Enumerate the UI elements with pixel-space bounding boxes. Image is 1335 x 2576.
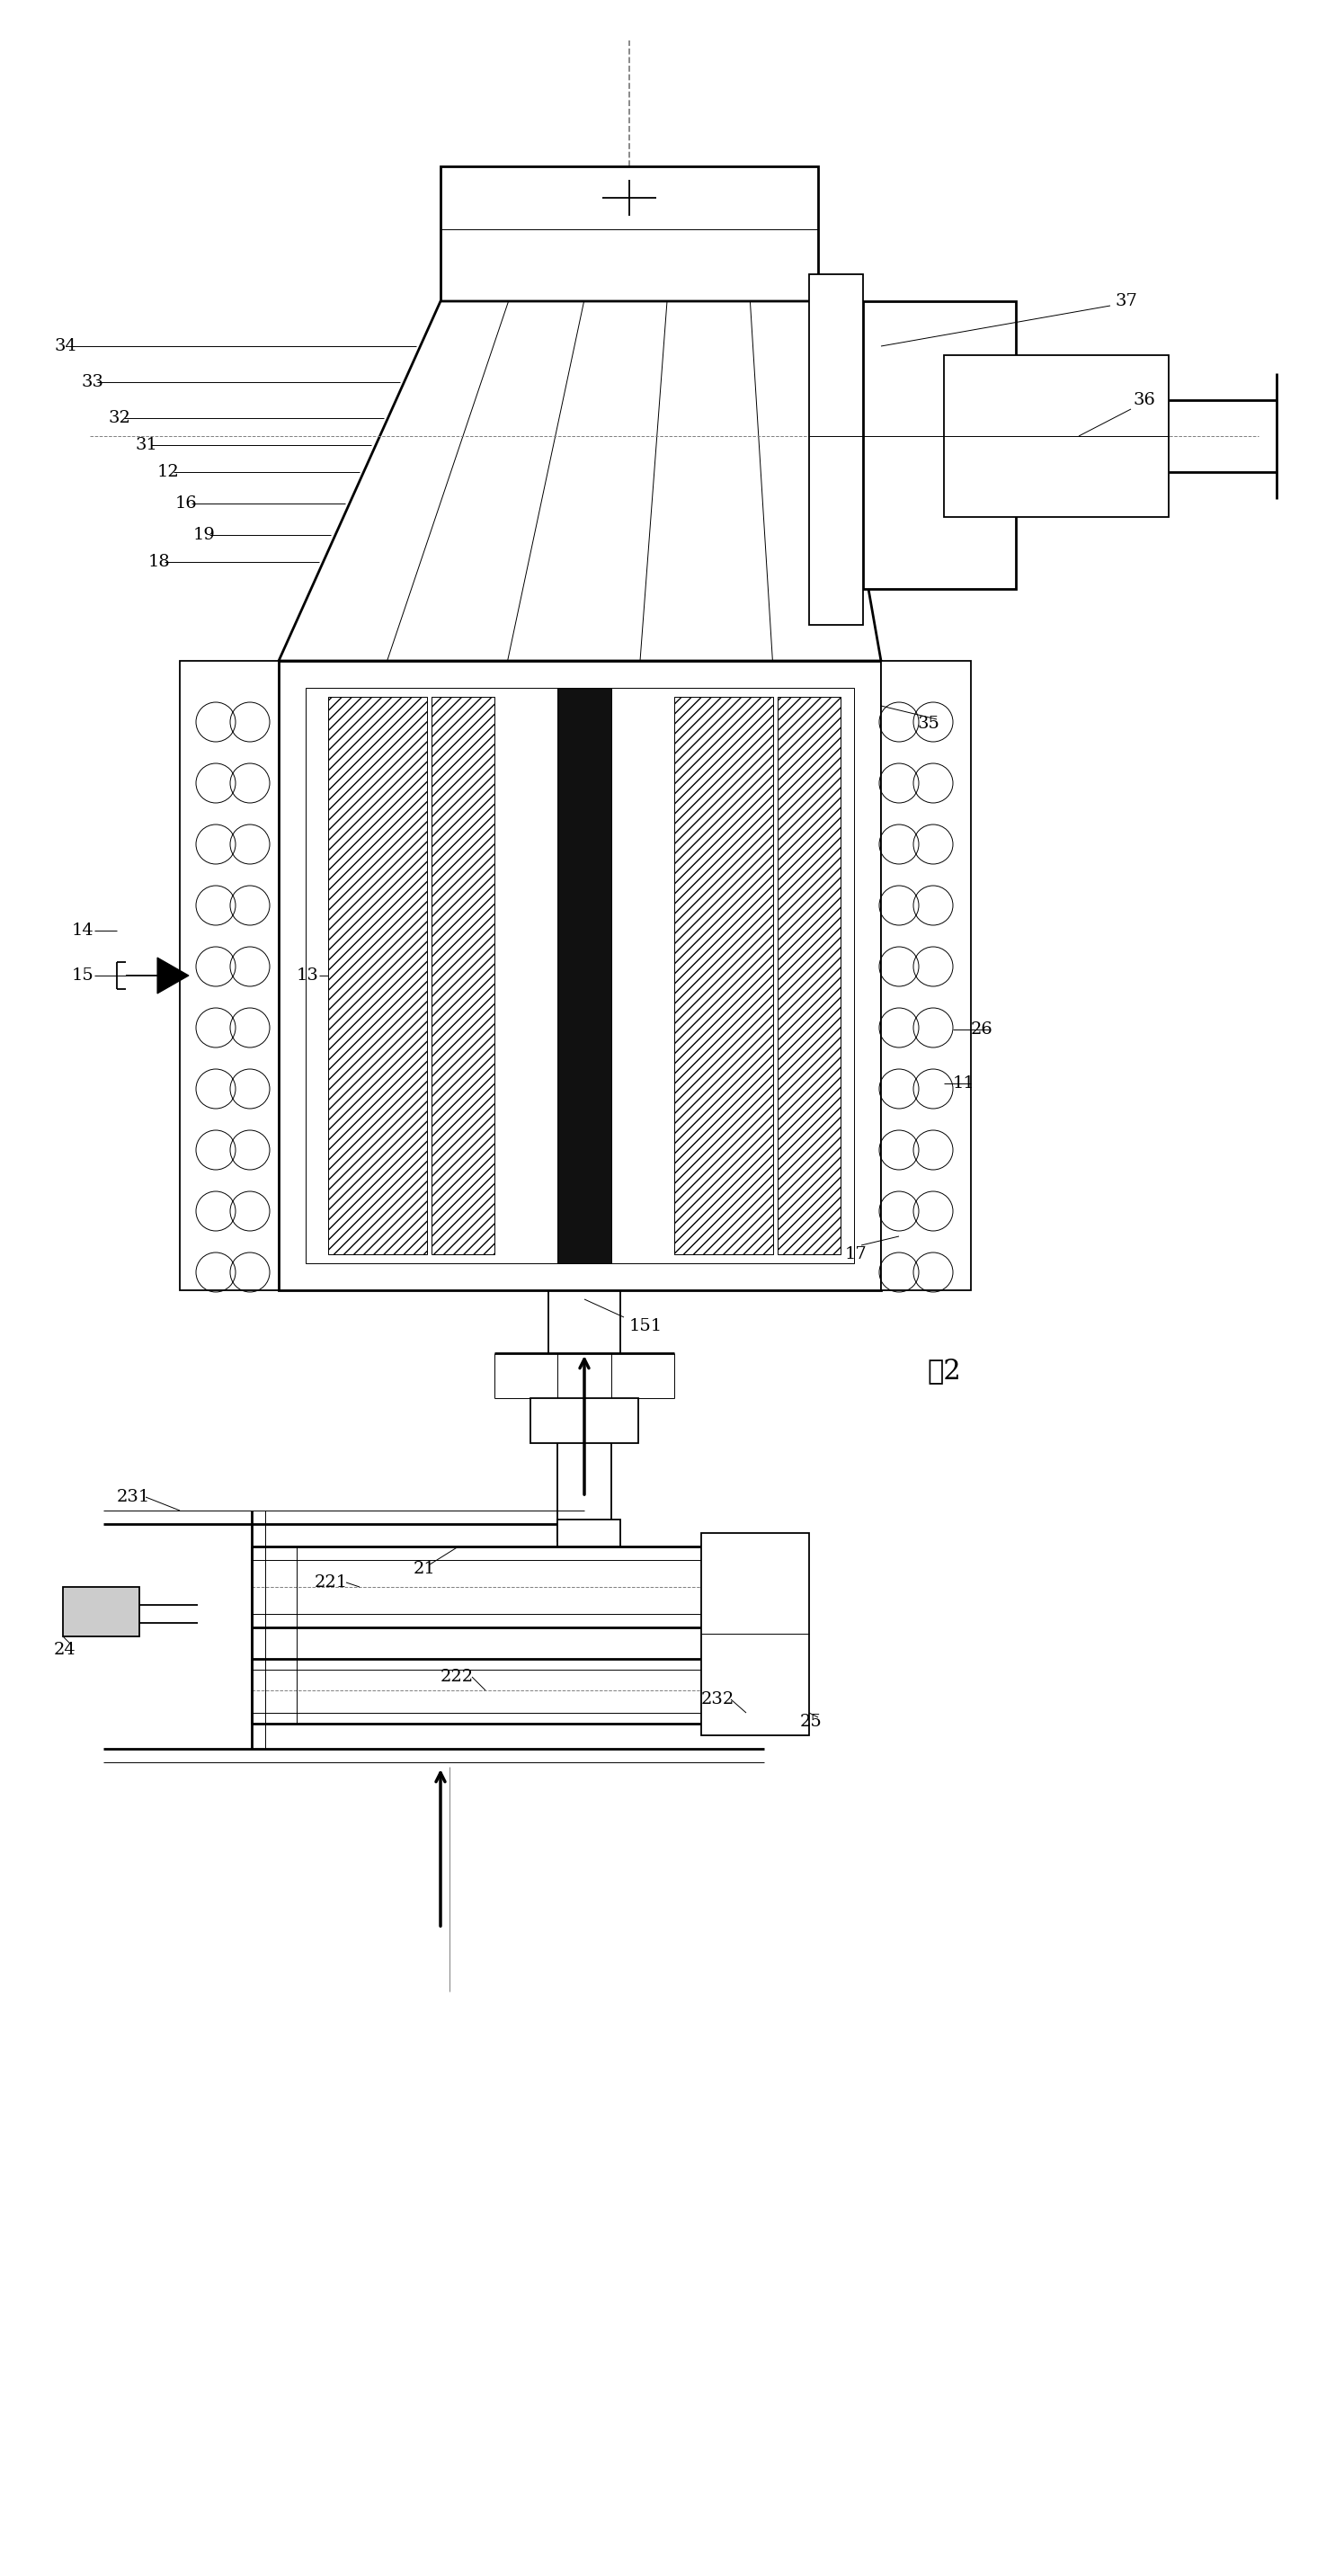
Bar <box>674 698 773 1255</box>
Polygon shape <box>158 958 188 994</box>
Text: 13: 13 <box>296 969 319 984</box>
Bar <box>558 1520 621 1546</box>
Text: 25: 25 <box>800 1713 822 1731</box>
Text: 231: 231 <box>117 1489 151 1504</box>
Text: 222: 222 <box>441 1669 474 1685</box>
Bar <box>306 688 854 1262</box>
Bar <box>777 698 841 1255</box>
Text: 37: 37 <box>1115 294 1137 309</box>
Text: 18: 18 <box>148 554 171 569</box>
Text: 221: 221 <box>315 1574 348 1589</box>
Bar <box>530 1399 638 1443</box>
Bar <box>881 662 971 1291</box>
Text: 151: 151 <box>629 1319 662 1334</box>
Text: 21: 21 <box>414 1561 435 1577</box>
Text: 11: 11 <box>953 1074 975 1092</box>
Text: 图2: 图2 <box>926 1358 961 1386</box>
Bar <box>862 301 1016 590</box>
Text: 12: 12 <box>158 464 180 479</box>
Bar <box>558 688 611 1262</box>
Text: 24: 24 <box>53 1641 76 1659</box>
Bar <box>441 167 818 301</box>
Text: 16: 16 <box>175 495 198 513</box>
Text: 36: 36 <box>1132 392 1155 407</box>
Bar <box>944 355 1168 518</box>
Text: 31: 31 <box>135 438 158 453</box>
Bar <box>701 1533 809 1736</box>
Bar <box>431 698 494 1255</box>
Text: 15: 15 <box>72 969 95 984</box>
Text: 34: 34 <box>53 337 76 355</box>
Text: 17: 17 <box>845 1247 868 1262</box>
Text: 35: 35 <box>917 716 940 732</box>
Bar <box>180 662 279 1291</box>
Text: 14: 14 <box>72 922 95 938</box>
Text: 33: 33 <box>81 374 103 389</box>
Text: 19: 19 <box>194 528 216 544</box>
Bar <box>279 662 881 1291</box>
Bar <box>809 273 862 626</box>
Bar <box>328 698 427 1255</box>
Text: 26: 26 <box>971 1023 993 1038</box>
Bar <box>63 1587 139 1636</box>
Polygon shape <box>279 301 881 662</box>
Text: 232: 232 <box>701 1692 734 1708</box>
Text: 32: 32 <box>108 410 131 425</box>
